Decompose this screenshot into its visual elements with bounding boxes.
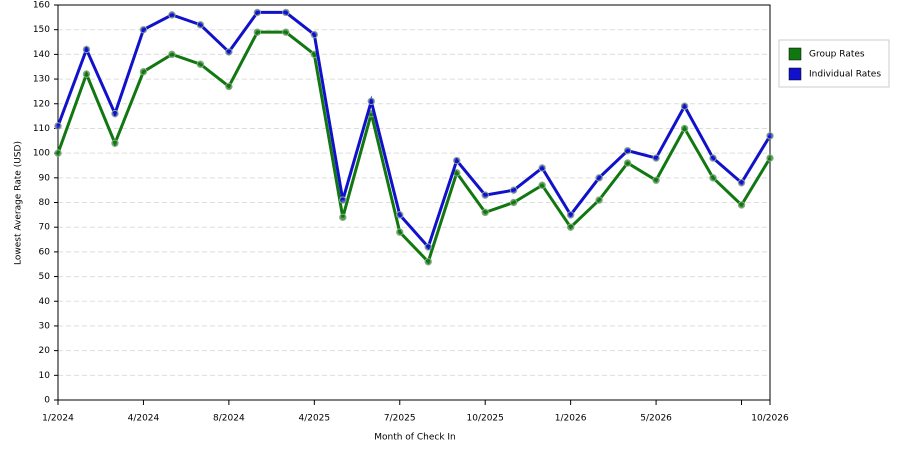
data-point — [680, 102, 689, 110]
y-tick-label: 80 — [39, 198, 51, 208]
legend-swatch — [788, 67, 802, 81]
x-tick-label: 8/2024 — [213, 414, 245, 424]
y-tick-label: 100 — [33, 149, 50, 159]
data-point — [282, 8, 290, 17]
series-line — [56, 10, 772, 250]
data-point — [709, 154, 717, 162]
x-tick-label: 10/2026 — [751, 414, 789, 424]
data-point — [424, 258, 432, 266]
x-tick-label: 10/2025 — [467, 414, 504, 424]
data-point — [310, 30, 319, 39]
data-point — [367, 97, 375, 105]
data-point — [595, 174, 603, 182]
data-point — [709, 174, 717, 182]
data-point — [282, 28, 290, 36]
data-point — [196, 21, 205, 29]
data-point — [253, 28, 262, 36]
plot-frame — [57, 4, 771, 401]
x-tick-label: 4/2025 — [298, 414, 330, 424]
data-point — [481, 191, 489, 199]
y-tick-label: 70 — [39, 223, 51, 233]
data-point — [54, 122, 62, 130]
data-point — [196, 60, 205, 68]
x-tick-label: 1/2024 — [42, 414, 74, 424]
data-point — [652, 154, 660, 162]
data-point — [339, 196, 347, 204]
x-tick-label: 1/2026 — [555, 414, 587, 424]
data-point — [737, 179, 746, 187]
data-point — [680, 124, 689, 133]
data-point — [396, 228, 404, 236]
data-point — [538, 164, 546, 172]
y-tick-label: 20 — [39, 346, 51, 356]
data-point — [82, 70, 91, 78]
data-point — [623, 159, 632, 167]
y-tick-label: 40 — [39, 297, 51, 307]
data-point — [509, 186, 518, 194]
y-tick-label: 160 — [33, 1, 50, 11]
y-tick-label: 120 — [33, 99, 50, 109]
data-point — [111, 139, 119, 147]
data-point — [253, 8, 262, 17]
x-tick-label: 4/2024 — [128, 414, 160, 424]
y-tick-label: 0 — [44, 396, 50, 406]
data-point — [737, 201, 746, 209]
legend-swatch — [788, 47, 802, 61]
y-tick-label: 30 — [39, 321, 51, 331]
x-axis-label: Month of Check In — [374, 433, 456, 443]
data-point — [111, 109, 119, 118]
data-point — [54, 149, 62, 157]
data-point — [225, 48, 233, 56]
data-point — [652, 176, 660, 184]
y-tick-label: 110 — [33, 124, 50, 134]
data-point — [139, 25, 148, 34]
y-tick-label: 50 — [39, 272, 51, 282]
data-point — [225, 82, 233, 91]
data-point — [168, 11, 176, 19]
data-point — [766, 132, 774, 140]
y-tick-label: 140 — [33, 50, 50, 60]
y-tick-label: 130 — [33, 75, 50, 85]
data-point — [453, 156, 461, 165]
data-point — [623, 146, 632, 155]
y-tick-label: 60 — [39, 247, 51, 257]
x-tick-label: 5/2026 — [640, 414, 672, 424]
data-point — [339, 213, 347, 222]
data-point — [566, 223, 575, 231]
x-tick-label: 7/2025 — [384, 414, 416, 424]
y-tick-label: 150 — [33, 25, 50, 35]
data-point — [168, 50, 176, 59]
series-line — [56, 30, 772, 265]
data-point — [766, 154, 774, 162]
data-point — [424, 243, 432, 251]
data-point — [82, 45, 91, 54]
y-tick-label: 90 — [39, 173, 51, 183]
data-point — [538, 181, 546, 189]
data-point — [509, 198, 518, 207]
y-axis-label: Lowest Average Rate (USD) — [14, 141, 24, 265]
legend-label: Individual Rates — [809, 70, 881, 80]
data-point — [566, 211, 575, 219]
legend-label: Group Rates — [809, 50, 865, 60]
y-tick-label: 10 — [39, 371, 51, 381]
data-point — [481, 208, 489, 217]
data-point — [396, 211, 404, 219]
data-point — [139, 67, 148, 76]
data-point — [595, 196, 603, 204]
